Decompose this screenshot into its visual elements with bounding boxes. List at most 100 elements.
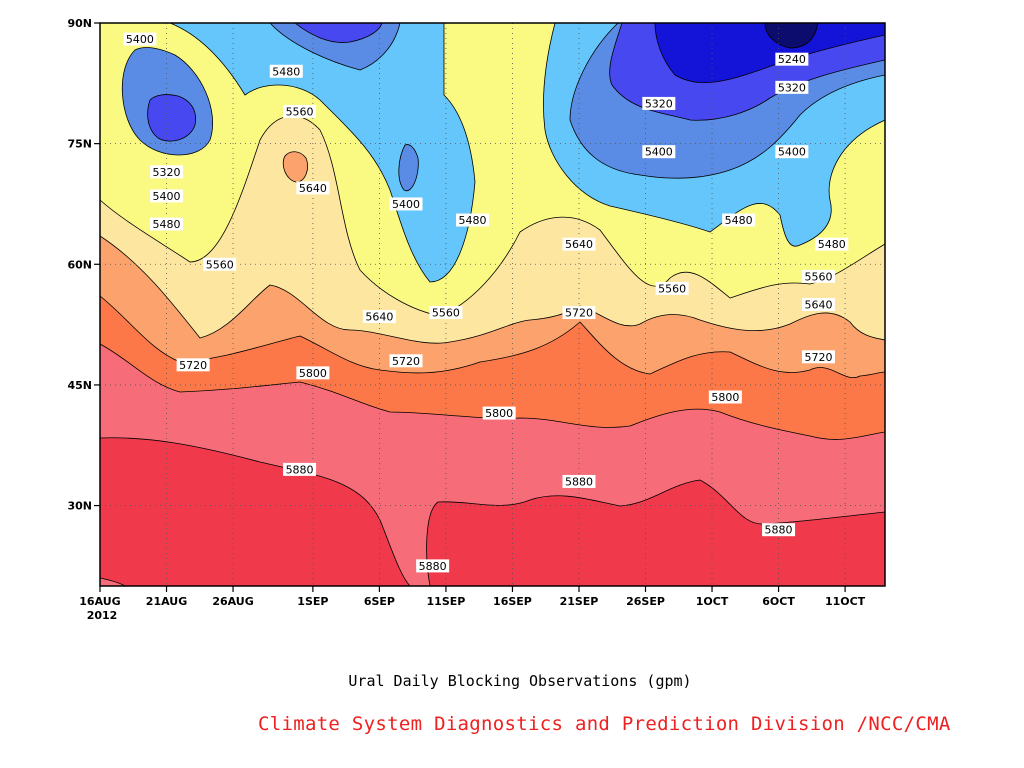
contour-label-text: 5560 (432, 307, 460, 320)
contour-label-box (655, 281, 689, 295)
contour-label-text: 5880 (565, 475, 593, 488)
contour-label-box (150, 217, 184, 231)
contour-label-text: 5320 (645, 97, 673, 110)
band-corner (100, 577, 126, 586)
contour-label-box (562, 474, 596, 488)
x-axis-year: 2012 (87, 609, 118, 622)
contour-label-text: 5240 (778, 53, 806, 66)
contour-label: 5880 (416, 559, 450, 573)
contour-label: 5640 (296, 181, 330, 195)
contour-label-box (642, 145, 676, 159)
contour-label-box (482, 406, 516, 420)
contour-label-box (775, 80, 809, 94)
contour-label-box (775, 52, 809, 66)
x-tick-label: 16AUG (79, 595, 120, 608)
contour-label-box (283, 104, 317, 118)
contour-label: 5560 (655, 281, 689, 295)
x-tick-label: 21AUG (146, 595, 187, 608)
contour-label-text: 5400 (645, 146, 673, 159)
contour-label-box (762, 523, 796, 537)
contour-label-box (801, 269, 835, 283)
contour-label-box (801, 350, 835, 364)
contour-label-text: 5800 (485, 407, 513, 420)
contour-label-text: 5400 (153, 190, 181, 203)
contour-label: 5480 (150, 217, 184, 231)
x-axis-ticks: 16AUG 21AUG 26AUG 1SEP 6SEP 11SEP 16SEP 21SEP 26… (79, 595, 865, 608)
contour-label-text: 5720 (565, 307, 593, 320)
x-tick-label: 16SEP (493, 595, 532, 608)
contour-label-box (362, 310, 396, 324)
contour-label: 5400 (775, 145, 809, 159)
contour-label-text: 5640 (365, 311, 393, 324)
contour-label-text: 5480 (153, 218, 181, 231)
contour-label: 5640 (362, 310, 396, 324)
contour-label-box (416, 559, 450, 573)
contour-label: 5800 (708, 390, 742, 404)
contour-label-box (283, 462, 317, 476)
contour-fill-area (100, 23, 885, 586)
contour-label-text: 5880 (419, 560, 447, 573)
contour-label-box (296, 181, 330, 195)
x-tick-label: 26AUG (212, 595, 253, 608)
contour-label-text: 5640 (565, 238, 593, 251)
contour-label: 5800 (482, 406, 516, 420)
contour-label-text: 5640 (804, 299, 832, 312)
contour-label: 5480 (722, 213, 756, 227)
contour-label-text: 5560 (804, 270, 832, 283)
contour-label-box (150, 165, 184, 179)
contour-label-text: 5560 (206, 258, 234, 271)
contour-label-text: 5480 (818, 238, 846, 251)
contour-label: 5320 (775, 80, 809, 94)
contour-label: 5720 (562, 306, 596, 320)
x-tick-label: 11OCT (825, 595, 866, 608)
contour-label-box (801, 298, 835, 311)
contour-label: 5880 (283, 462, 317, 476)
contour-label-box (456, 213, 490, 227)
x-tick-label: 21SEP (560, 595, 599, 608)
contour-label-box (562, 237, 596, 251)
contour-label: 5720 (176, 358, 210, 372)
contour-label: 5640 (801, 298, 835, 312)
y-axis-ticks: 30N 45N 60N 75N 90N (67, 17, 92, 513)
contour-label: 5640 (562, 237, 596, 251)
contour-label: 5480 (815, 237, 849, 251)
contour-label-text: 5720 (804, 351, 832, 364)
chart-credit: Climate System Diagnostics and Predictio… (258, 713, 951, 735)
contour-label-text: 5880 (765, 524, 793, 537)
contour-label-text: 5800 (711, 391, 739, 404)
contour-label-text: 5640 (299, 182, 327, 195)
x-tick-label: 6SEP (364, 595, 395, 608)
islet-5640 (282, 151, 308, 183)
contour-label-text: 5320 (778, 81, 806, 94)
y-tick-label: 45N (67, 379, 92, 392)
contour-label: 5880 (762, 523, 796, 537)
x-tick-label: 6OCT (762, 595, 795, 608)
contour-label-text: 5400 (126, 33, 154, 46)
contour-label: 5400 (150, 189, 184, 203)
y-tick-label: 90N (67, 17, 92, 30)
contour-label-box (775, 145, 809, 159)
contour-label-box (203, 257, 237, 271)
contour-label-box (429, 306, 463, 320)
contour-label-box (722, 213, 756, 227)
contour-label: 5240 (775, 52, 809, 66)
contour-label-box (176, 358, 210, 372)
plot-frame (99, 22, 886, 587)
contour-label: 5480 (269, 64, 303, 78)
contour-label-text: 5880 (286, 463, 314, 476)
tick-marks (94, 22, 846, 592)
contour-label-text: 5480 (725, 214, 753, 227)
contour-label-box (123, 32, 157, 46)
contour-label-text: 5720 (179, 359, 207, 372)
contour-label: 5720 (389, 354, 423, 368)
band-below-5160 (764, 23, 819, 49)
contour-label: 5560 (203, 257, 237, 271)
contour-label: 5400 (389, 197, 423, 211)
contour-label: 5320 (150, 165, 184, 179)
contour-label-box (296, 366, 330, 380)
contour-label: 5560 (801, 269, 835, 283)
contour-label-text: 5720 (392, 355, 420, 368)
contour-label-text: 5400 (392, 198, 420, 211)
contour-labels: 5400 5320 5400 5480 5560 5480 5560 5640 5720 5800… (123, 32, 849, 573)
contour-label: 5560 (429, 306, 463, 320)
